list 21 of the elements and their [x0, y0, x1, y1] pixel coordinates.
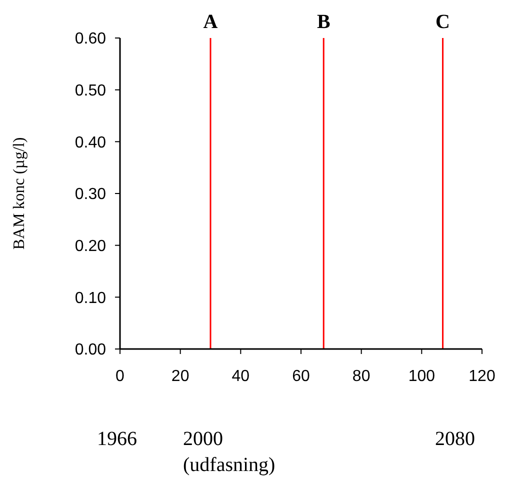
- x-tick-label: 40: [232, 368, 250, 385]
- y-tick-label: 0.10: [74, 290, 106, 307]
- ref-line-label: A: [203, 11, 218, 33]
- y-tick-label: 0.20: [74, 238, 106, 255]
- text: 2080: [435, 428, 475, 450]
- x-tick-label: 100: [408, 368, 436, 385]
- text: 2000 (udfasning): [183, 428, 276, 476]
- text: 1966: [97, 428, 137, 450]
- x-tick-label: 20: [171, 368, 190, 385]
- y-axis-title: BAM konc (µg/l): [11, 137, 28, 250]
- y-tick-label: 0.40: [74, 134, 106, 152]
- y-tick-label: 0.30: [74, 186, 106, 204]
- x-tick-label: 60: [292, 368, 310, 385]
- y-tick-label: 0.00: [74, 342, 106, 359]
- ref-line-label: C: [436, 11, 450, 33]
- ref-line-label: B: [316, 11, 330, 33]
- y-tick-label: 0.60: [74, 30, 106, 48]
- x-tick-label: 120: [468, 368, 496, 385]
- x-tick-label: 80: [352, 368, 370, 385]
- x-tick-label: 0: [116, 368, 125, 385]
- y-tick-label: 0.50: [74, 82, 106, 100]
